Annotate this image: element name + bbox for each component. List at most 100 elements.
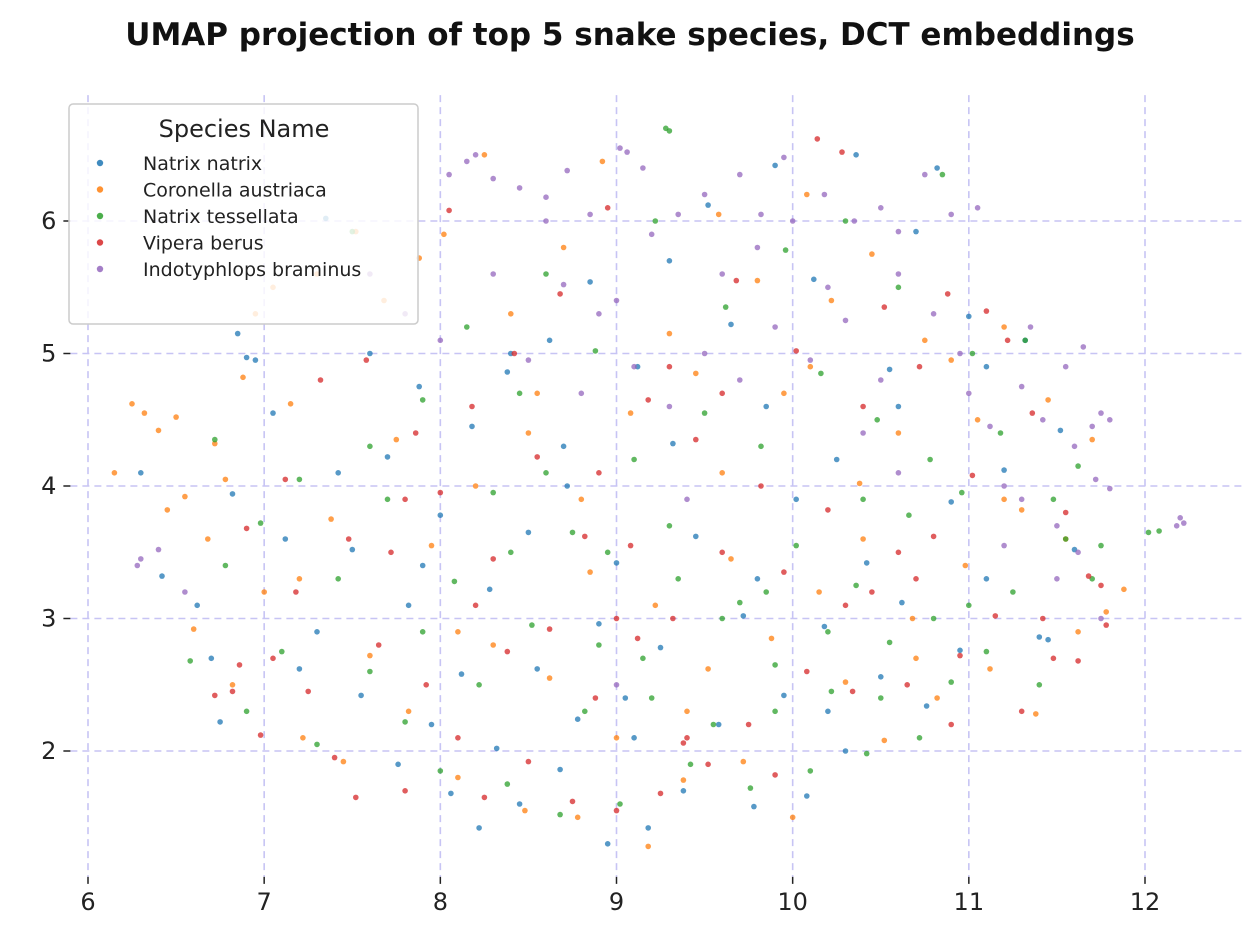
data-point bbox=[789, 218, 796, 224]
data-point bbox=[511, 350, 518, 357]
data-point bbox=[680, 740, 687, 746]
data-point bbox=[560, 443, 567, 450]
data-point bbox=[1085, 573, 1092, 579]
data-point bbox=[719, 549, 725, 556]
data-point bbox=[1071, 443, 1078, 450]
data-point bbox=[476, 825, 482, 831]
data-point bbox=[627, 542, 634, 549]
data-point bbox=[693, 533, 699, 540]
data-point bbox=[546, 337, 553, 344]
data-point bbox=[543, 271, 549, 277]
data-point bbox=[948, 721, 954, 728]
data-point bbox=[111, 470, 118, 476]
data-point bbox=[807, 357, 814, 363]
data-point bbox=[596, 311, 602, 317]
data-point bbox=[969, 472, 976, 479]
data-point bbox=[853, 582, 859, 589]
data-point bbox=[243, 708, 250, 715]
data-point bbox=[296, 476, 303, 483]
data-point bbox=[781, 692, 787, 699]
data-point bbox=[490, 642, 497, 648]
data-point bbox=[1098, 542, 1104, 549]
data-point bbox=[363, 357, 370, 363]
data-point bbox=[934, 695, 940, 701]
data-point bbox=[1001, 496, 1007, 503]
data-point bbox=[448, 790, 454, 797]
data-point bbox=[758, 483, 764, 489]
data-point bbox=[948, 499, 954, 505]
data-point bbox=[613, 560, 620, 566]
data-point bbox=[974, 417, 981, 423]
data-point bbox=[666, 403, 673, 410]
data-point bbox=[987, 666, 993, 672]
data-point bbox=[481, 152, 488, 158]
data-point bbox=[1040, 417, 1046, 423]
data-point bbox=[481, 794, 488, 801]
data-point bbox=[983, 648, 990, 655]
data-point bbox=[557, 291, 563, 297]
data-point bbox=[737, 599, 743, 606]
data-point bbox=[300, 735, 306, 741]
data-point bbox=[939, 171, 946, 178]
data-point bbox=[733, 277, 740, 284]
legend-marker bbox=[96, 212, 104, 220]
x-tick-label: 9 bbox=[609, 888, 624, 916]
data-point bbox=[587, 279, 593, 285]
data-point bbox=[596, 470, 602, 476]
data-point bbox=[631, 735, 637, 741]
data-point bbox=[419, 562, 426, 569]
data-point bbox=[1004, 337, 1011, 344]
data-point bbox=[525, 430, 532, 436]
data-point bbox=[997, 430, 1004, 436]
data-point bbox=[543, 218, 549, 224]
data-point bbox=[648, 695, 655, 701]
data-point bbox=[455, 629, 461, 635]
data-point bbox=[934, 165, 940, 171]
data-point bbox=[881, 737, 888, 744]
x-tick-label: 12 bbox=[1130, 888, 1161, 916]
data-point bbox=[648, 231, 655, 238]
data-point bbox=[1029, 410, 1036, 416]
data-point bbox=[574, 814, 581, 821]
data-point bbox=[564, 483, 570, 489]
data-point bbox=[282, 536, 289, 542]
data-point bbox=[684, 708, 690, 715]
data-point bbox=[534, 390, 540, 397]
data-point bbox=[1033, 711, 1039, 717]
data-point bbox=[240, 374, 246, 381]
data-point bbox=[1045, 397, 1051, 403]
x-tick-label: 6 bbox=[80, 888, 95, 916]
data-point bbox=[886, 639, 893, 646]
data-point bbox=[913, 576, 919, 582]
series-natrix-natrix bbox=[138, 152, 1078, 847]
data-point bbox=[534, 454, 540, 460]
data-point bbox=[670, 440, 676, 447]
data-point bbox=[437, 512, 444, 518]
data-point bbox=[155, 427, 162, 434]
data-point bbox=[234, 330, 241, 337]
data-point bbox=[331, 754, 338, 761]
data-point bbox=[402, 496, 408, 503]
data-point bbox=[666, 128, 673, 134]
data-point bbox=[243, 525, 250, 532]
data-point bbox=[839, 149, 845, 155]
data-point bbox=[138, 556, 144, 562]
data-point bbox=[455, 774, 461, 781]
data-point bbox=[930, 311, 937, 317]
data-point bbox=[772, 708, 778, 715]
data-point bbox=[793, 348, 799, 354]
data-point bbox=[138, 470, 144, 476]
y-tick-label: 2 bbox=[41, 737, 56, 765]
y-tick-label: 6 bbox=[41, 207, 56, 235]
data-point bbox=[860, 496, 866, 503]
data-point bbox=[751, 803, 757, 810]
data-point bbox=[441, 231, 447, 238]
data-point bbox=[384, 496, 391, 503]
data-point bbox=[640, 165, 646, 171]
data-point bbox=[1098, 410, 1104, 416]
data-point bbox=[182, 589, 188, 595]
data-point bbox=[349, 546, 356, 553]
data-point bbox=[279, 648, 285, 655]
data-point bbox=[243, 354, 250, 361]
data-point bbox=[557, 766, 563, 773]
